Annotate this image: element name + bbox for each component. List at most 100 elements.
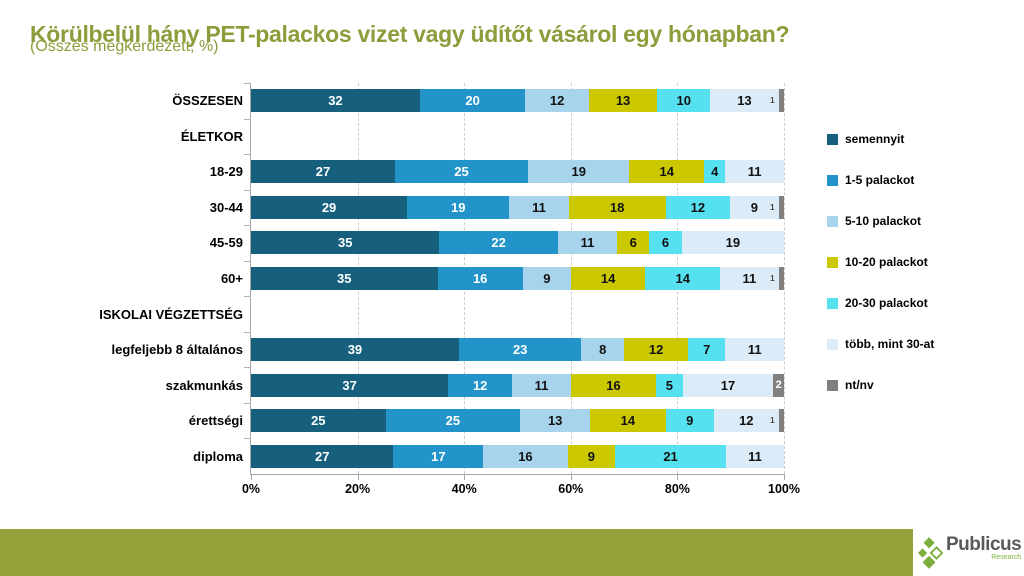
segment-label: 11 <box>534 377 549 393</box>
bar-segment: 11 <box>720 267 779 290</box>
row-label: 45-59 <box>209 235 243 251</box>
bar-segment: 32 <box>251 89 420 113</box>
bar-segment: 11 <box>557 231 618 255</box>
legend-label: 10-20 palackot <box>845 255 928 269</box>
stacked-bar-chart: 0% 20% 40% 60% 80% 100% ÖSSZESEN 32 20 12 13 10 13 1 É… <box>99 83 800 496</box>
bar-segment: 1 <box>770 195 784 219</box>
segment-label: 13 <box>615 93 631 109</box>
legend-item: 1-5 palackot <box>827 173 934 187</box>
bar-segment: 7 <box>688 338 726 362</box>
segment-label: 25 <box>311 413 326 429</box>
legend-swatch-icon <box>827 174 838 186</box>
row-label: ÖSSZESEN <box>172 93 243 109</box>
segment-label: 12 <box>690 199 706 215</box>
stacked-bar: 35 16 9 14 14 11 1 <box>251 267 784 290</box>
chart-row: érettségi 25 25 13 14 9 12 1 <box>189 402 784 439</box>
bar-segment: 19 <box>407 195 510 219</box>
chart-row: diploma 27 17 16 9 21 11 <box>193 438 785 474</box>
legend-label: semennyit <box>845 132 905 146</box>
chart-row: legfeljebb 8 általános 39 23 8 12 7 11 <box>112 331 784 368</box>
segment-label: 12 <box>549 93 565 109</box>
segment-label: 37 <box>342 377 357 393</box>
segment-label: 17 <box>431 448 446 464</box>
row-label: szakmunkás <box>165 377 243 393</box>
bar-segment: 10 <box>657 89 711 113</box>
bar-segment: 22 <box>439 231 558 255</box>
bar-segment: 27 <box>251 444 394 468</box>
chart-row: 60+ 35 16 9 14 14 11 1 <box>221 260 784 297</box>
segment-label: 6 <box>661 235 670 251</box>
x-axis-tick <box>464 474 466 480</box>
bar-segment: 11 <box>725 160 784 184</box>
segment-label: 9 <box>686 413 694 429</box>
row-label: 18-29 <box>209 164 243 180</box>
segment-label: 1 <box>770 274 775 283</box>
bar-segment: 19 <box>528 160 630 184</box>
page-title: Körülbelül hány PET-palackos vizet vagy … <box>30 21 790 48</box>
x-axis-label: 0% <box>241 482 261 496</box>
bar-segment: 8 <box>581 338 625 362</box>
bar-segment: 12 <box>525 89 589 113</box>
x-axis-tick <box>570 474 572 480</box>
legend-item: 10-20 palackot <box>827 255 934 269</box>
bar-segment: 9 <box>730 195 779 219</box>
segment-label: 21 <box>663 448 678 464</box>
bar-segment: 16 <box>483 444 568 468</box>
segment-label: 35 <box>337 271 352 286</box>
bar-segment: 13 <box>710 89 779 113</box>
bar-segment: 1 <box>770 409 784 433</box>
segment-label: 32 <box>328 93 343 109</box>
chart-row: szakmunkás 37 12 11 16 5 17 2 <box>166 367 784 403</box>
segment-label: 17 <box>720 377 736 393</box>
legend-label: 5-10 palackot <box>845 214 922 228</box>
bar-segment: 18 <box>568 195 666 219</box>
bar-segment: 17 <box>682 373 774 397</box>
segment-label: 16 <box>472 271 488 286</box>
x-axis-label: 100% <box>768 482 800 496</box>
bar-segment: 13 <box>588 89 658 113</box>
x-axis-tick <box>251 474 252 480</box>
segment-label: 1 <box>770 416 775 426</box>
x-axis-tick <box>357 474 359 480</box>
bar-segment: 11 <box>725 338 784 362</box>
chart-row: 45-59 35 22 11 6 6 19 <box>210 225 784 261</box>
segment-label: 35 <box>337 235 353 251</box>
x-axis-label: 40% <box>451 482 477 496</box>
x-axis-tick <box>677 474 679 480</box>
segment-label: 14 <box>659 164 674 180</box>
footer-bar <box>0 529 913 576</box>
bar-segment: 12 <box>714 409 779 433</box>
segment-label: 25 <box>454 164 469 180</box>
segment-label: 14 <box>620 413 636 429</box>
segment-label: 9 <box>543 271 551 286</box>
chart-row: ÉLETKOR <box>181 118 784 155</box>
segment-label: 11 <box>580 235 595 251</box>
segment-label: 2 <box>775 379 782 392</box>
stacked-bar: 27 17 16 9 21 11 <box>251 444 785 468</box>
bar-segment: 9 <box>665 409 714 433</box>
legend-item: nt/nv <box>827 378 934 392</box>
bar-segment: 1 <box>770 89 785 113</box>
row-label: ÉLETKOR <box>180 128 243 144</box>
legend-label: 1-5 palackot <box>845 173 915 187</box>
segment-label: 10 <box>676 93 691 109</box>
segment-label: 11 <box>748 448 762 464</box>
bar-segment: 25 <box>385 409 521 433</box>
stacked-bar: 27 25 19 14 4 11 <box>251 160 784 184</box>
segment-label: 18 <box>609 199 625 215</box>
segment-label: 9 <box>587 448 595 464</box>
segment-label: 9 <box>750 199 758 215</box>
legend-label: nt/nv <box>845 378 874 392</box>
bar-segment: 39 <box>251 338 459 362</box>
bar-segment: 13 <box>520 409 591 433</box>
row-label: 30-44 <box>209 199 243 215</box>
bar-segment: 14 <box>570 267 646 290</box>
segment-label: 13 <box>737 93 752 109</box>
bar-segment: 19 <box>681 231 784 255</box>
bar-segment: 25 <box>394 160 529 184</box>
chart-row: 30-44 29 19 11 18 12 9 1 <box>210 189 784 226</box>
bar-segment: 16 <box>570 373 657 397</box>
segment-label: 20 <box>465 93 480 109</box>
bar-segment: 23 <box>458 338 582 362</box>
bar-segment: 12 <box>624 338 689 362</box>
